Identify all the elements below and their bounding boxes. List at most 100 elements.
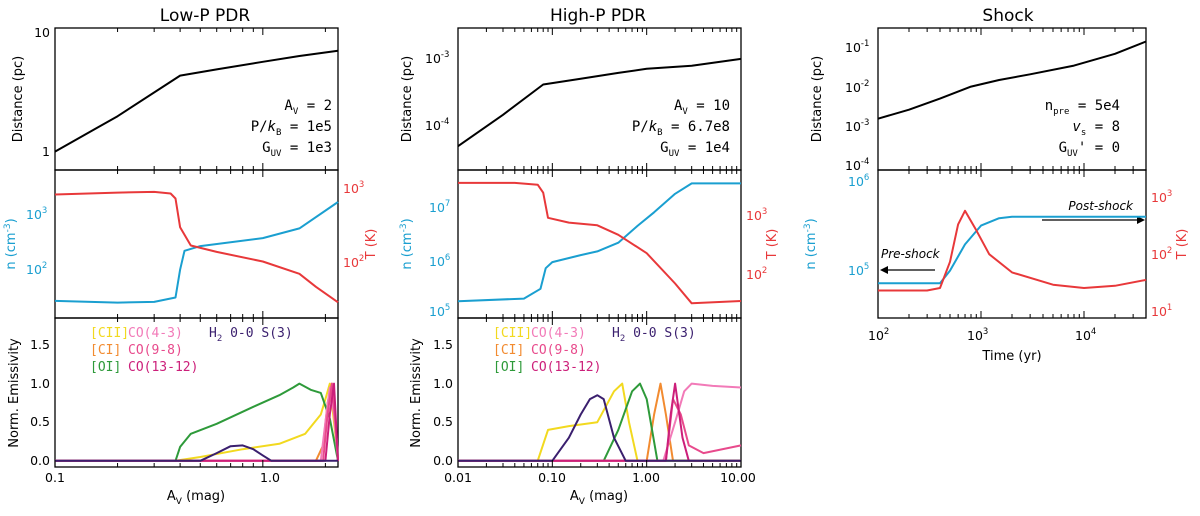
lowp-n-tick-1e3: 103 xyxy=(26,206,47,222)
shock-dist-tick-1e-1: 10-1 xyxy=(845,39,869,55)
highp-series--ci- xyxy=(458,382,741,462)
shock-n-tick-1e5: 105 xyxy=(848,262,869,278)
highp-series-n xyxy=(457,182,741,303)
lowp-series-co-4-3- xyxy=(55,386,339,462)
shock-param-guv: GUV' = 0 xyxy=(1059,140,1120,159)
highp-n-tick-1e6: 106 xyxy=(429,253,450,269)
lowp-em-tick-0: 0.0 xyxy=(30,453,50,468)
highp-legend-co98: CO(9-8) xyxy=(531,343,586,358)
lowp-series-distance xyxy=(54,49,339,153)
highp-dist-tick-1e-4: 10-4 xyxy=(425,117,449,133)
shock-param-npre: npre = 5e4 xyxy=(1045,98,1120,117)
lowp-n-tick-1e2: 102 xyxy=(26,261,47,277)
lowp-nT-frame xyxy=(54,169,339,319)
shock-nT-frame xyxy=(877,169,1147,319)
lowp-dist-ylabel: Distance (pc) xyxy=(11,56,26,143)
lowp-legend-ci: [CI] xyxy=(90,343,121,358)
lowp-em-tick-05: 0.5 xyxy=(30,414,50,429)
lowp-T-tick-1e3: 103 xyxy=(343,180,364,196)
highp-x-tick-0.10: 0.10 xyxy=(538,470,566,485)
lowp-series-t2 xyxy=(54,190,339,304)
lowp-series--cii- xyxy=(55,382,339,462)
lowp-series-n xyxy=(54,201,339,304)
lowp-legend-oi: [OI] xyxy=(90,360,121,375)
shock-series-distance xyxy=(877,40,1147,120)
shock-dist-tick-1e-4: 10-4 xyxy=(845,157,869,173)
highp-series-co-9-8- xyxy=(458,398,742,462)
lowp-x-tick-1.0: 1.0 xyxy=(260,470,280,485)
highp-em-ylabel: Norm. Emissivity xyxy=(409,338,424,448)
highp-T-ylabel: T (K) xyxy=(765,229,780,261)
shock-title: Shock xyxy=(982,6,1033,26)
highp-x-tick-10.00: 10.00 xyxy=(720,470,756,485)
shock-xlabel: Time (yr) xyxy=(981,349,1041,364)
lowp-em-ylabel: Norm. Emissivity xyxy=(7,338,22,448)
lowp-legend-h2: H2 0-0 S(3) xyxy=(209,326,293,344)
highp-T-tick-1e3: 103 xyxy=(746,207,767,223)
highp-n-tick-1e5: 105 xyxy=(429,303,450,319)
lowp-param-guv: GUV = 1e3 xyxy=(262,140,332,159)
highp-x-tick-0.01: 0.01 xyxy=(444,470,472,485)
highp-em-tick-1: 1.0 xyxy=(433,376,453,391)
highp-series--oi- xyxy=(458,382,741,462)
lowp-n-ylabel: n (cm-3) xyxy=(3,218,19,269)
highp-legend-ci: [CI] xyxy=(493,343,524,358)
lowp-T-ylabel: T (K) xyxy=(364,229,379,261)
highp-series--cii- xyxy=(458,382,741,462)
highp-n-ylabel: n (cm-3) xyxy=(399,218,415,269)
highp-em-tick-15: 1.5 xyxy=(433,337,453,352)
shock-x-tick-1e4: 104 xyxy=(1075,327,1096,343)
highp-em-tick-05: 0.5 xyxy=(433,414,453,429)
lowp-legend-cii: [CII] xyxy=(90,326,129,341)
highp-param-av: AV = 10 xyxy=(674,98,730,117)
highp-series-co-13-12- xyxy=(458,382,741,462)
lowp-series-co-13-12- xyxy=(55,382,339,462)
lowp-x-tick-0.1: 0.1 xyxy=(45,470,65,485)
highp-series-co-4-3- xyxy=(458,382,742,462)
lowp-xlabel: AV (mag) xyxy=(167,489,225,507)
highp-legend-co1312: CO(13-12) xyxy=(531,360,601,375)
highp-param-guv: GUV = 1e4 xyxy=(660,140,730,159)
shock-n-tick-1e6: 106 xyxy=(848,173,869,189)
highp-nT-frame xyxy=(457,169,742,319)
shock-T-tick-1e1: 101 xyxy=(1151,303,1172,319)
highp-em-frame xyxy=(457,317,742,468)
lowp-legend-co98: CO(9-8) xyxy=(128,343,183,358)
highp-em-tick-0: 0.0 xyxy=(433,453,453,468)
highp-xlabel: AV (mag) xyxy=(570,489,628,507)
pre-shock-label: Pre-shock xyxy=(881,247,941,261)
lowp-em-tick-1: 1.0 xyxy=(30,376,50,391)
highp-legend-cii: [CII] xyxy=(493,326,532,341)
lowp-em-tick-15: 1.5 xyxy=(30,337,50,352)
lowp-param-av: AV = 2 xyxy=(284,98,332,117)
post-shock-arrowhead xyxy=(1137,216,1145,224)
lowp-series-co-9-8- xyxy=(55,382,339,462)
shock-param-vs: vs = 8 xyxy=(1072,119,1120,138)
shock-dist-tick-1e-2: 10-2 xyxy=(845,79,869,95)
highp-T-tick-1e2: 102 xyxy=(746,266,767,282)
lowp-legend-co1312: CO(13-12) xyxy=(128,360,198,375)
shock-dist-tick-1e-3: 10-3 xyxy=(845,118,869,134)
lowp-param-pk: P/kB = 1e5 xyxy=(251,119,332,138)
lowp-series--oi- xyxy=(55,382,339,462)
lowp-series-h2-0-0-s-3- xyxy=(55,444,338,462)
shock-series-t2 xyxy=(878,209,1147,292)
shock-T-tick-1e2: 102 xyxy=(1151,246,1172,262)
lowp-dist-tick-1: 1 xyxy=(42,144,50,159)
shock-dist-ylabel: Distance (pc) xyxy=(810,56,825,143)
shock-T-ylabel: T (K) xyxy=(1175,229,1190,261)
lowp-title: Low-P PDR xyxy=(160,6,251,26)
highp-legend-h2: H2 0-0 S(3) xyxy=(612,326,696,344)
lowp-legend-co43: CO(4-3) xyxy=(128,326,183,341)
highp-legend-co43: CO(4-3) xyxy=(531,326,586,341)
highp-dist-ylabel: Distance (pc) xyxy=(400,56,415,143)
lowp-em-frame xyxy=(54,317,339,468)
shock-x-tick-1e3: 103 xyxy=(967,327,988,343)
highp-series-distance xyxy=(457,57,742,148)
shock-n-ylabel: n (cm-3) xyxy=(803,218,819,269)
shock-x-tick-1e2: 102 xyxy=(868,327,889,343)
lowp-T-tick-1e2: 102 xyxy=(343,254,364,270)
highp-series-t2 xyxy=(458,181,742,305)
post-shock-label: Post-shock xyxy=(1068,199,1134,213)
